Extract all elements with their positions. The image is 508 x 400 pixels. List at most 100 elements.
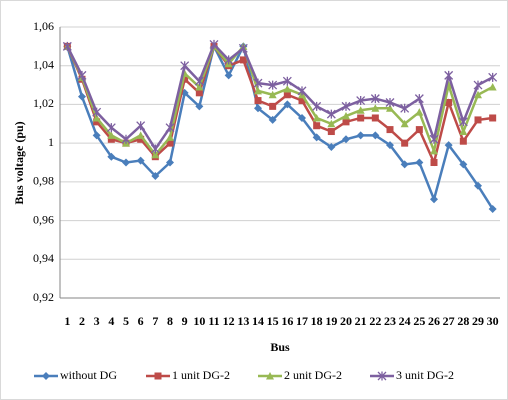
x-tick-label: 1 <box>64 314 70 328</box>
data-point <box>165 123 175 133</box>
data-point <box>489 114 497 122</box>
data-point <box>136 121 146 131</box>
data-point <box>181 75 189 83</box>
x-tick-label: 23 <box>384 314 396 328</box>
data-point <box>326 109 336 119</box>
data-point <box>166 139 174 147</box>
data-point <box>327 119 336 128</box>
legend-label: 1 unit DG-2 <box>172 368 230 382</box>
y-tick-label: 1,06 <box>33 19 54 33</box>
y-tick-label: 1,04 <box>33 57 54 71</box>
data-point <box>488 204 497 213</box>
data-point <box>268 80 278 90</box>
data-point <box>386 104 394 112</box>
y-tick-label: 0,98 <box>33 174 54 188</box>
x-axis-label: Bus <box>270 340 290 354</box>
legend-label: 2 unit DG-2 <box>284 368 342 382</box>
data-point <box>195 102 204 111</box>
data-point <box>283 91 291 99</box>
data-point <box>150 144 160 154</box>
x-tick-label: 27 <box>443 314 455 328</box>
x-tick-label: 18 <box>311 314 323 328</box>
data-point <box>269 102 277 110</box>
y-tick-label: 0,94 <box>33 251 54 265</box>
data-point <box>474 90 482 99</box>
x-tick-label: 13 <box>237 314 249 328</box>
x-tick-label: 10 <box>193 314 205 328</box>
x-tick-label: 22 <box>369 314 381 328</box>
data-point <box>107 135 115 143</box>
data-point <box>386 141 394 150</box>
y-tick-label: 0,96 <box>33 212 54 226</box>
data-point <box>415 158 424 167</box>
data-point <box>282 76 292 86</box>
data-point <box>459 127 468 136</box>
data-point <box>224 71 233 80</box>
data-point <box>459 137 467 145</box>
data-point <box>92 107 102 117</box>
data-point <box>107 131 116 139</box>
data-point <box>400 103 410 113</box>
data-point <box>313 122 321 130</box>
data-point <box>254 104 262 113</box>
x-tick-label: 20 <box>340 314 352 328</box>
data-point <box>93 118 101 126</box>
data-point <box>136 131 145 139</box>
data-point <box>474 116 482 124</box>
x-tick-label: 4 <box>108 314 114 328</box>
x-tick-label: 3 <box>94 314 100 328</box>
x-tick-label: 15 <box>267 314 279 328</box>
legend-marker <box>377 371 387 381</box>
data-point <box>151 172 160 181</box>
data-point <box>195 89 203 97</box>
data-point <box>341 101 351 111</box>
data-point <box>356 106 365 114</box>
data-point <box>78 92 86 101</box>
data-point <box>401 139 409 147</box>
data-point <box>415 126 423 134</box>
x-tick-label: 6 <box>138 314 144 328</box>
data-point <box>400 160 409 169</box>
data-point <box>458 117 468 127</box>
data-point <box>92 113 101 122</box>
y-tick-label: 0,92 <box>33 290 54 304</box>
data-point <box>254 97 262 105</box>
data-point <box>371 114 379 122</box>
data-point <box>312 113 321 122</box>
data-point <box>430 146 438 155</box>
data-point <box>370 94 380 104</box>
data-point <box>166 158 174 167</box>
data-point <box>224 55 234 65</box>
x-tick-label: 25 <box>413 314 425 328</box>
data-point <box>356 131 365 140</box>
data-point <box>342 118 350 126</box>
data-point <box>414 94 424 104</box>
data-point <box>371 131 380 140</box>
data-point <box>239 56 247 64</box>
data-point <box>106 123 116 133</box>
x-tick-label: 21 <box>355 314 367 328</box>
legend-label: without DG <box>60 368 117 382</box>
x-tick-label: 17 <box>296 314 308 328</box>
data-point <box>62 41 72 51</box>
data-point <box>297 86 307 96</box>
data-point <box>312 133 321 142</box>
x-tick-label: 2 <box>79 314 85 328</box>
data-point <box>444 70 454 80</box>
legend-marker <box>42 372 50 380</box>
data-point <box>268 115 277 124</box>
legend-label: 3 unit DG-2 <box>396 368 454 382</box>
x-tick-label: 9 <box>182 314 188 328</box>
data-point <box>400 119 409 128</box>
y-tick-label: 1,02 <box>33 96 54 110</box>
data-point <box>283 84 292 93</box>
x-tick-label: 24 <box>399 314 411 328</box>
data-point <box>136 156 145 165</box>
data-point <box>430 195 438 204</box>
data-point <box>327 143 336 152</box>
data-point <box>386 126 394 134</box>
x-tick-label: 11 <box>208 314 219 328</box>
data-point <box>459 160 468 169</box>
